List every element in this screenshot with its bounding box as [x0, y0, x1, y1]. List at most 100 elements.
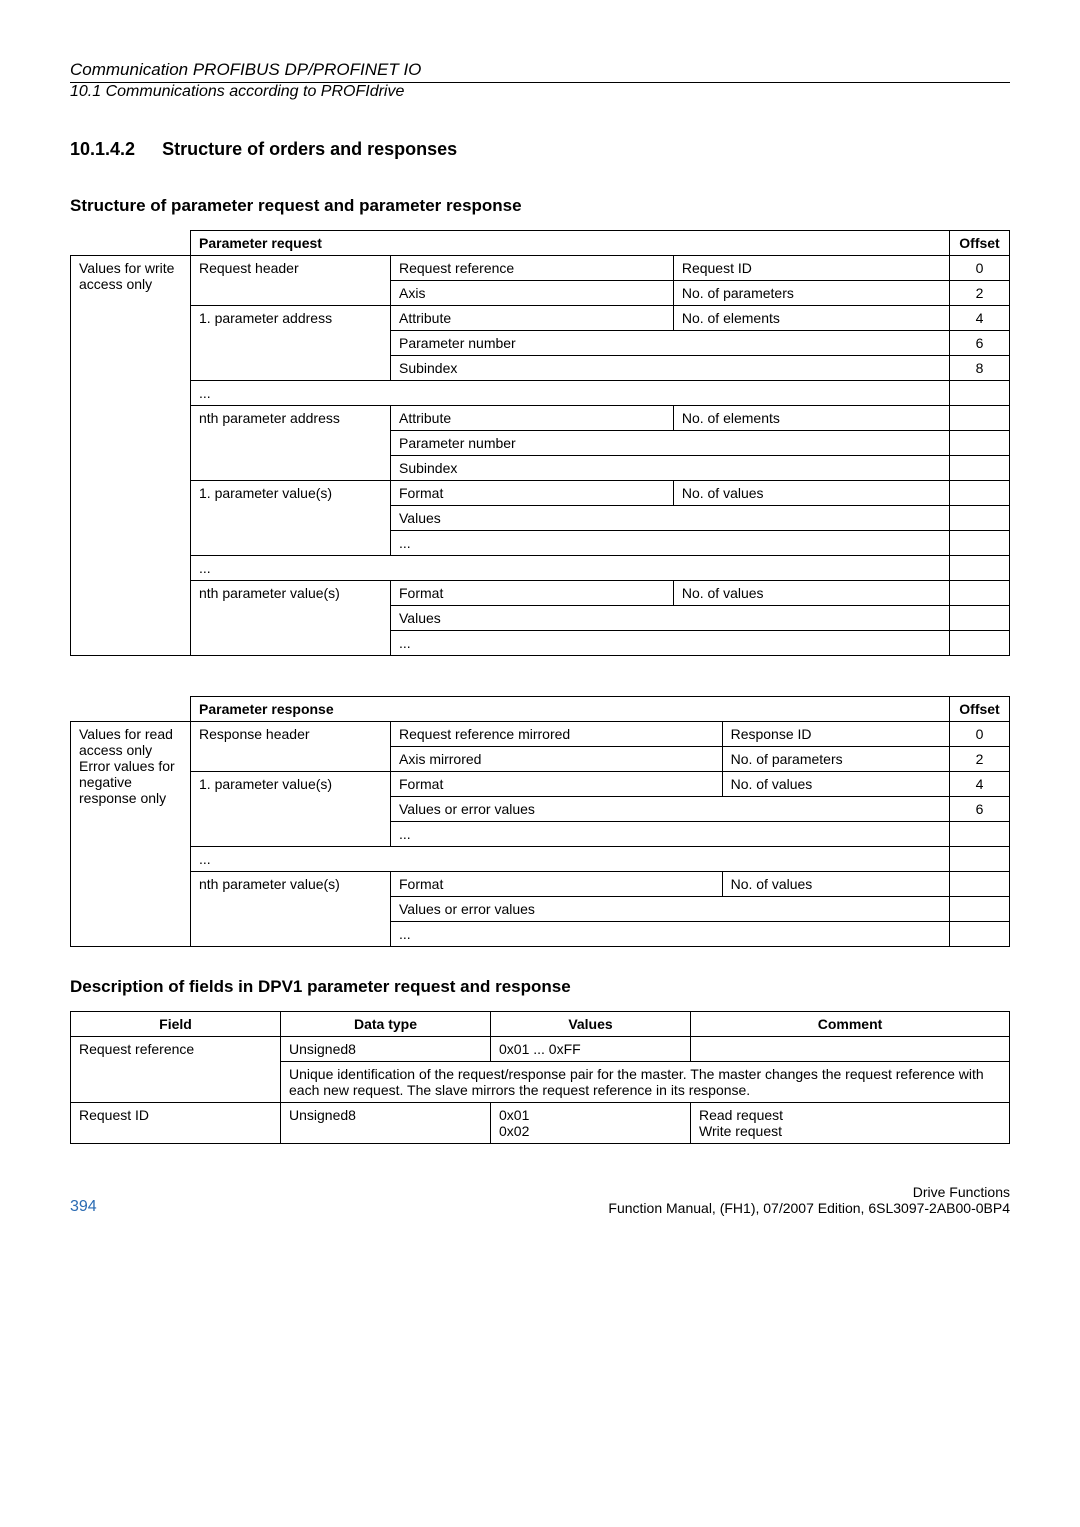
t3-r1c2: Unsigned8 [281, 1037, 491, 1062]
empty [691, 1037, 1010, 1062]
t1-r13c1: ... [191, 556, 950, 581]
header-line1: Communication PROFIBUS DP/PROFINET IO [70, 60, 1010, 80]
t1-r7c2: Attribute [391, 406, 674, 431]
t2-r1c3: Response ID [722, 722, 949, 747]
t2-r9c2: ... [391, 922, 950, 947]
field-description-table: Field Data type Values Comment Request r… [70, 1011, 1010, 1144]
empty [950, 531, 1010, 556]
t1-r16c2: ... [391, 631, 950, 656]
t2-r1c1: Response header [191, 722, 391, 772]
t1-r3c1: 1. parameter address [191, 306, 391, 381]
t2-r3off: 4 [950, 772, 1010, 797]
empty-cell [71, 697, 191, 722]
section-title: 10.1.4.2 Structure of orders and respons… [70, 139, 1010, 160]
empty [950, 847, 1010, 872]
empty [950, 556, 1010, 581]
page-number: 394 [70, 1198, 97, 1216]
t1-r2off: 2 [950, 281, 1010, 306]
t1-r14c3: No. of values [673, 581, 949, 606]
section-number: 10.1.4.2 [70, 139, 135, 160]
t1-r2c3: No. of parameters [673, 281, 949, 306]
t3-r3c2: Unsigned8 [281, 1103, 491, 1144]
empty [950, 406, 1010, 431]
t2-r1c2: Request reference mirrored [391, 722, 723, 747]
t1-r14c1: nth parameter value(s) [191, 581, 391, 656]
t3-r3c1: Request ID [71, 1103, 281, 1144]
t3-r3c4b: Write request [699, 1123, 782, 1139]
t3-r1c3: 0x01 ... 0xFF [491, 1037, 691, 1062]
empty [950, 456, 1010, 481]
t1-title: Parameter request [191, 231, 950, 256]
t2-r6c1: ... [191, 847, 950, 872]
empty [950, 897, 1010, 922]
t1-r1off: 0 [950, 256, 1010, 281]
t3-h1: Field [71, 1012, 281, 1037]
footer-right2: Function Manual, (FH1), 07/2007 Edition,… [608, 1200, 1010, 1216]
t2-r2c3: No. of parameters [722, 747, 949, 772]
t1-r9c2: Subindex [391, 456, 950, 481]
t2-r1off: 0 [950, 722, 1010, 747]
empty [950, 872, 1010, 897]
empty-cell [71, 231, 191, 256]
t3-r3c3: 0x01 0x02 [491, 1103, 691, 1144]
t2-r3c2: Format [391, 772, 723, 797]
empty [950, 606, 1010, 631]
t1-r5off: 8 [950, 356, 1010, 381]
t1-r4off: 6 [950, 331, 1010, 356]
empty [950, 631, 1010, 656]
t1-r10c2: Format [391, 481, 674, 506]
t2-rowhead2: Error values for negative response only [79, 758, 175, 806]
t1-r10c3: No. of values [673, 481, 949, 506]
t3-h2: Data type [281, 1012, 491, 1037]
t2-r8c2: Values or error values [391, 897, 950, 922]
header-line2: 10.1 Communications according to PROFIdr… [70, 83, 1010, 101]
t3-h3: Values [491, 1012, 691, 1037]
footer-right1: Drive Functions [608, 1184, 1010, 1200]
t2-title: Parameter response [191, 697, 950, 722]
page-header: Communication PROFIBUS DP/PROFINET IO 10… [70, 60, 1010, 101]
t2-r3c3: No. of values [722, 772, 949, 797]
t3-r3c3b: 0x02 [499, 1123, 529, 1139]
t1-r6c1: ... [191, 381, 950, 406]
t1-r1c2: Request reference [391, 256, 674, 281]
t1-r8c2: Parameter number [391, 431, 950, 456]
empty [950, 506, 1010, 531]
t1-r14c2: Format [391, 581, 674, 606]
t1-r2c2: Axis [391, 281, 674, 306]
empty [950, 581, 1010, 606]
t3-r2desc: Unique identification of the request/res… [281, 1062, 1010, 1103]
subheading-2: Description of fields in DPV1 parameter … [70, 977, 1010, 997]
t2-r4off: 6 [950, 797, 1010, 822]
section-title-text: Structure of orders and responses [162, 139, 457, 159]
t3-r3c4a: Read request [699, 1107, 783, 1123]
parameter-request-table: Parameter request Offset Values for writ… [70, 230, 1010, 656]
t1-r3c2: Attribute [391, 306, 674, 331]
page-footer: 394 Drive Functions Function Manual, (FH… [70, 1184, 1010, 1216]
t1-r1c3: Request ID [673, 256, 949, 281]
t2-r4c2: Values or error values [391, 797, 950, 822]
t1-r3c3: No. of elements [673, 306, 949, 331]
empty [950, 481, 1010, 506]
footer-right: Drive Functions Function Manual, (FH1), … [608, 1184, 1010, 1216]
t1-r4c2: Parameter number [391, 331, 950, 356]
t2-r3c1: 1. parameter value(s) [191, 772, 391, 847]
t2-r2off: 2 [950, 747, 1010, 772]
empty [950, 381, 1010, 406]
t1-r5c2: Subindex [391, 356, 950, 381]
empty [950, 822, 1010, 847]
t2-rowhead1: Values for read access only [79, 726, 173, 758]
t2-r7c2: Format [391, 872, 723, 897]
t1-r10c1: 1. parameter value(s) [191, 481, 391, 556]
empty [950, 922, 1010, 947]
t1-r1c1: Request header [191, 256, 391, 306]
t3-r1c1: Request reference [71, 1037, 281, 1103]
t2-r5c2: ... [391, 822, 950, 847]
t1-r3off: 4 [950, 306, 1010, 331]
t1-rowhead: Values for write access only [71, 256, 191, 656]
t3-r3c3a: 0x01 [499, 1107, 529, 1123]
t3-r3c4: Read request Write request [691, 1103, 1010, 1144]
parameter-response-table: Parameter response Offset Values for rea… [70, 696, 1010, 947]
t2-r2c2: Axis mirrored [391, 747, 723, 772]
t1-r15c2: Values [391, 606, 950, 631]
t2-r7c3: No. of values [722, 872, 949, 897]
